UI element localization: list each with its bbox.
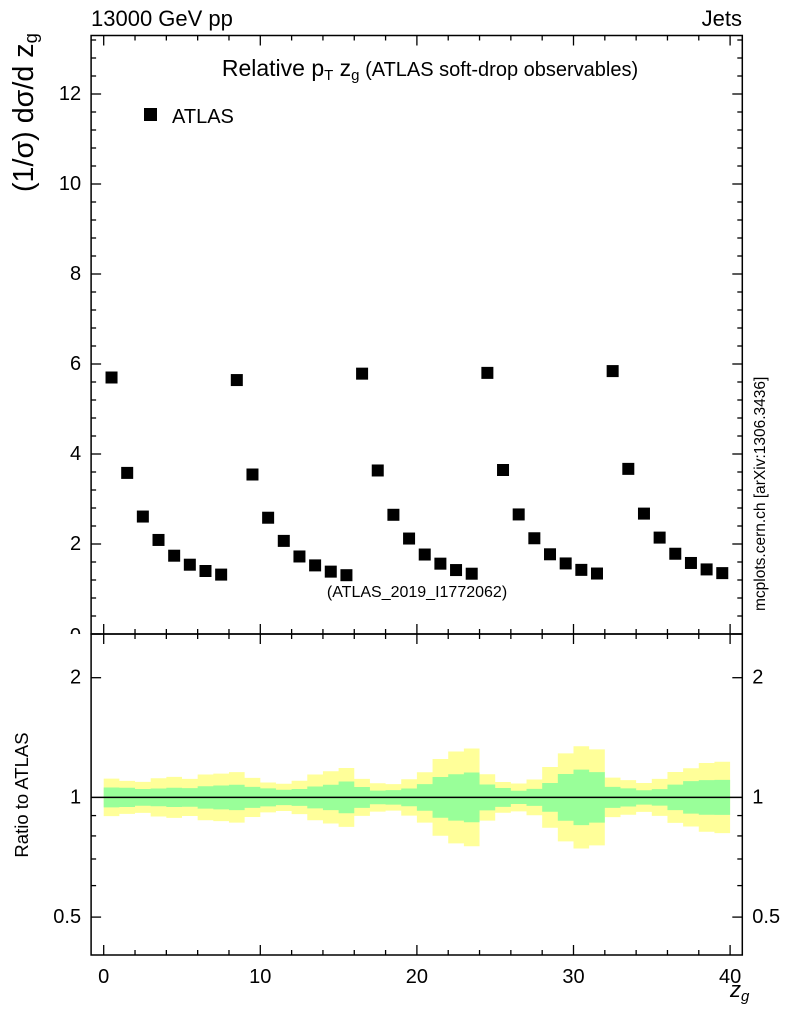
svg-text:(1/σ) dσ/d zg: (1/σ) dσ/d zg bbox=[8, 33, 41, 192]
svg-text:30: 30 bbox=[562, 966, 584, 988]
svg-text:1: 1 bbox=[752, 786, 763, 808]
svg-text:Relative pT zg (ATLAS soft-dro: Relative pT zg (ATLAS soft-drop observab… bbox=[222, 55, 638, 84]
svg-text:20: 20 bbox=[406, 966, 428, 988]
svg-text:Jets: Jets bbox=[702, 6, 742, 31]
svg-text:13000 GeV pp: 13000 GeV pp bbox=[91, 6, 233, 31]
svg-text:10: 10 bbox=[59, 173, 81, 195]
svg-text:(ATLAS_2019_I1772062): (ATLAS_2019_I1772062) bbox=[327, 584, 507, 601]
svg-text:1: 1 bbox=[70, 786, 81, 808]
svg-text:2: 2 bbox=[70, 667, 81, 689]
svg-text:ATLAS: ATLAS bbox=[172, 106, 234, 128]
svg-text:2: 2 bbox=[70, 533, 81, 555]
svg-text:2: 2 bbox=[752, 667, 763, 689]
svg-text:0: 0 bbox=[98, 966, 109, 988]
svg-text:12: 12 bbox=[59, 83, 81, 105]
svg-text:Ratio to ATLAS: Ratio to ATLAS bbox=[11, 732, 32, 857]
svg-text:10: 10 bbox=[249, 966, 271, 988]
svg-text:0.5: 0.5 bbox=[752, 906, 780, 928]
svg-text:8: 8 bbox=[70, 263, 81, 285]
svg-text:mcplots.cern.ch [arXiv:1306.34: mcplots.cern.ch [arXiv:1306.3436] bbox=[752, 377, 769, 611]
svg-text:0.5: 0.5 bbox=[53, 906, 81, 928]
svg-text:4: 4 bbox=[70, 443, 81, 465]
svg-text:6: 6 bbox=[70, 353, 81, 375]
